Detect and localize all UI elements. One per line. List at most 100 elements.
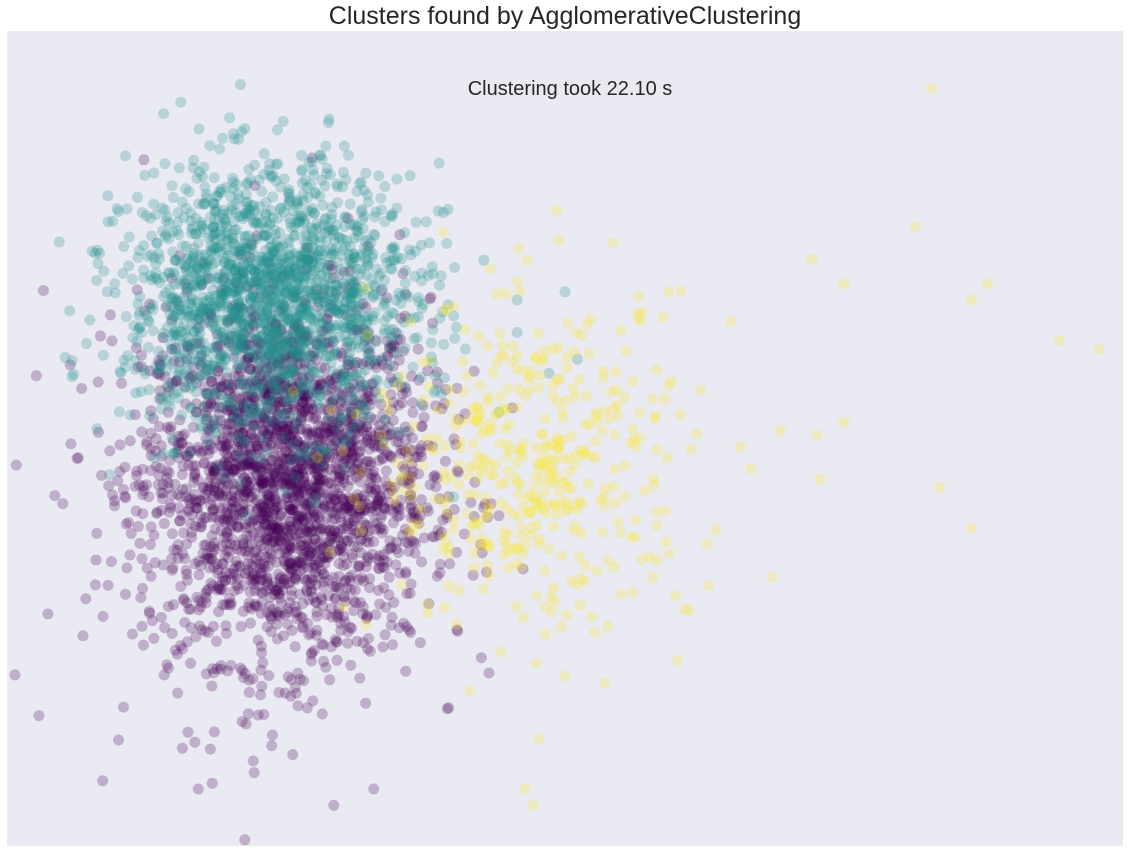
scatter-point: [280, 472, 291, 484]
scatter-point: [438, 372, 450, 384]
scatter-point: [227, 504, 239, 515]
scatter-point: [228, 133, 240, 145]
scatter-point: [507, 340, 519, 352]
scatter-point: [389, 427, 401, 438]
scatter-point: [306, 234, 318, 246]
scatter-point: [242, 558, 254, 569]
scatter-point: [468, 562, 480, 574]
scatter-point: [331, 445, 343, 457]
scatter-point: [155, 504, 167, 516]
scatter-point: [503, 445, 515, 456]
scatter-point: [202, 552, 214, 564]
scatter-point: [297, 511, 309, 523]
scatter-point: [324, 424, 336, 436]
scatter-point: [231, 406, 243, 418]
scatter-point: [366, 468, 378, 480]
scatter-point: [646, 393, 658, 405]
scatter-point: [349, 463, 360, 475]
scatter-point: [342, 359, 354, 371]
scatter-point: [348, 277, 360, 289]
scatter-point: [360, 301, 372, 313]
scatter-point: [232, 409, 244, 421]
scatter-point: [219, 471, 231, 483]
scatter-point: [76, 383, 88, 394]
scatter-point: [413, 503, 425, 515]
scatter-point: [373, 170, 385, 182]
scatter-point: [453, 413, 465, 425]
scatter-point: [276, 291, 287, 303]
scatter-point: [218, 584, 230, 596]
scatter-point: [217, 381, 229, 393]
scatter-point: [597, 365, 609, 377]
scatter-point: [227, 172, 239, 184]
scatter-point: [515, 561, 527, 573]
scatter-point: [397, 460, 409, 472]
scatter-point: [459, 343, 471, 355]
scatter-point: [231, 441, 243, 453]
scatter-point: [509, 472, 521, 484]
scatter-point: [222, 508, 234, 520]
scatter-point: [320, 140, 332, 152]
scatter-point: [211, 341, 223, 353]
scatter-point: [379, 414, 391, 426]
scatter-point: [230, 459, 241, 471]
scatter-point: [205, 461, 217, 473]
scatter-point: [367, 248, 379, 260]
scatter-point: [276, 472, 288, 484]
scatter-point: [207, 259, 219, 271]
scatter-point: [508, 543, 520, 555]
scatter-point: [316, 708, 328, 720]
scatter-point: [292, 350, 304, 362]
scatter-point: [272, 158, 284, 170]
scatter-point: [391, 348, 403, 360]
scatter-point: [227, 450, 239, 462]
scatter-point: [247, 755, 259, 767]
scatter-point: [284, 430, 296, 442]
scatter-point: [425, 337, 437, 349]
scatter-point: [213, 402, 225, 413]
scatter-point: [205, 481, 216, 493]
scatter-point: [120, 311, 132, 322]
scatter-point: [245, 331, 257, 343]
scatter-point: [208, 503, 219, 515]
scatter-point: [357, 525, 369, 537]
scatter-point: [695, 384, 707, 396]
scatter-point: [291, 464, 303, 476]
scatter-point: [245, 457, 257, 469]
scatter-point: [120, 588, 131, 600]
scatter-point: [269, 229, 281, 241]
scatter-point: [487, 367, 499, 379]
scatter-point: [287, 749, 299, 761]
scatter-point: [536, 355, 548, 367]
scatter-point: [258, 450, 270, 462]
scatter-point: [291, 606, 303, 618]
scatter-point: [360, 393, 372, 405]
scatter-point: [218, 272, 230, 284]
scatter-point: [467, 403, 479, 415]
scatter-point: [454, 435, 466, 447]
scatter-point: [359, 282, 371, 294]
scatter-point: [155, 450, 167, 462]
scatter-point: [240, 196, 252, 208]
scatter-point: [966, 522, 977, 534]
scatter-point: [134, 537, 146, 549]
scatter-point: [267, 519, 279, 531]
scatter-point: [507, 402, 518, 414]
scatter-point: [323, 407, 335, 419]
scatter-point: [371, 500, 383, 512]
scatter-point: [196, 624, 208, 636]
scatter-point: [441, 703, 453, 715]
scatter-point: [300, 335, 312, 347]
scatter-point: [305, 179, 317, 191]
scatter-point: [482, 560, 494, 572]
scatter-point: [278, 350, 290, 362]
scatter-point: [274, 510, 286, 522]
scatter-point: [313, 474, 325, 486]
scatter-point: [370, 289, 382, 300]
scatter-point: [371, 517, 383, 529]
scatter-point: [179, 368, 191, 380]
scatter-point: [278, 460, 290, 472]
scatter-point: [285, 542, 297, 554]
scatter-point: [393, 287, 405, 299]
scatter-point: [305, 397, 317, 409]
